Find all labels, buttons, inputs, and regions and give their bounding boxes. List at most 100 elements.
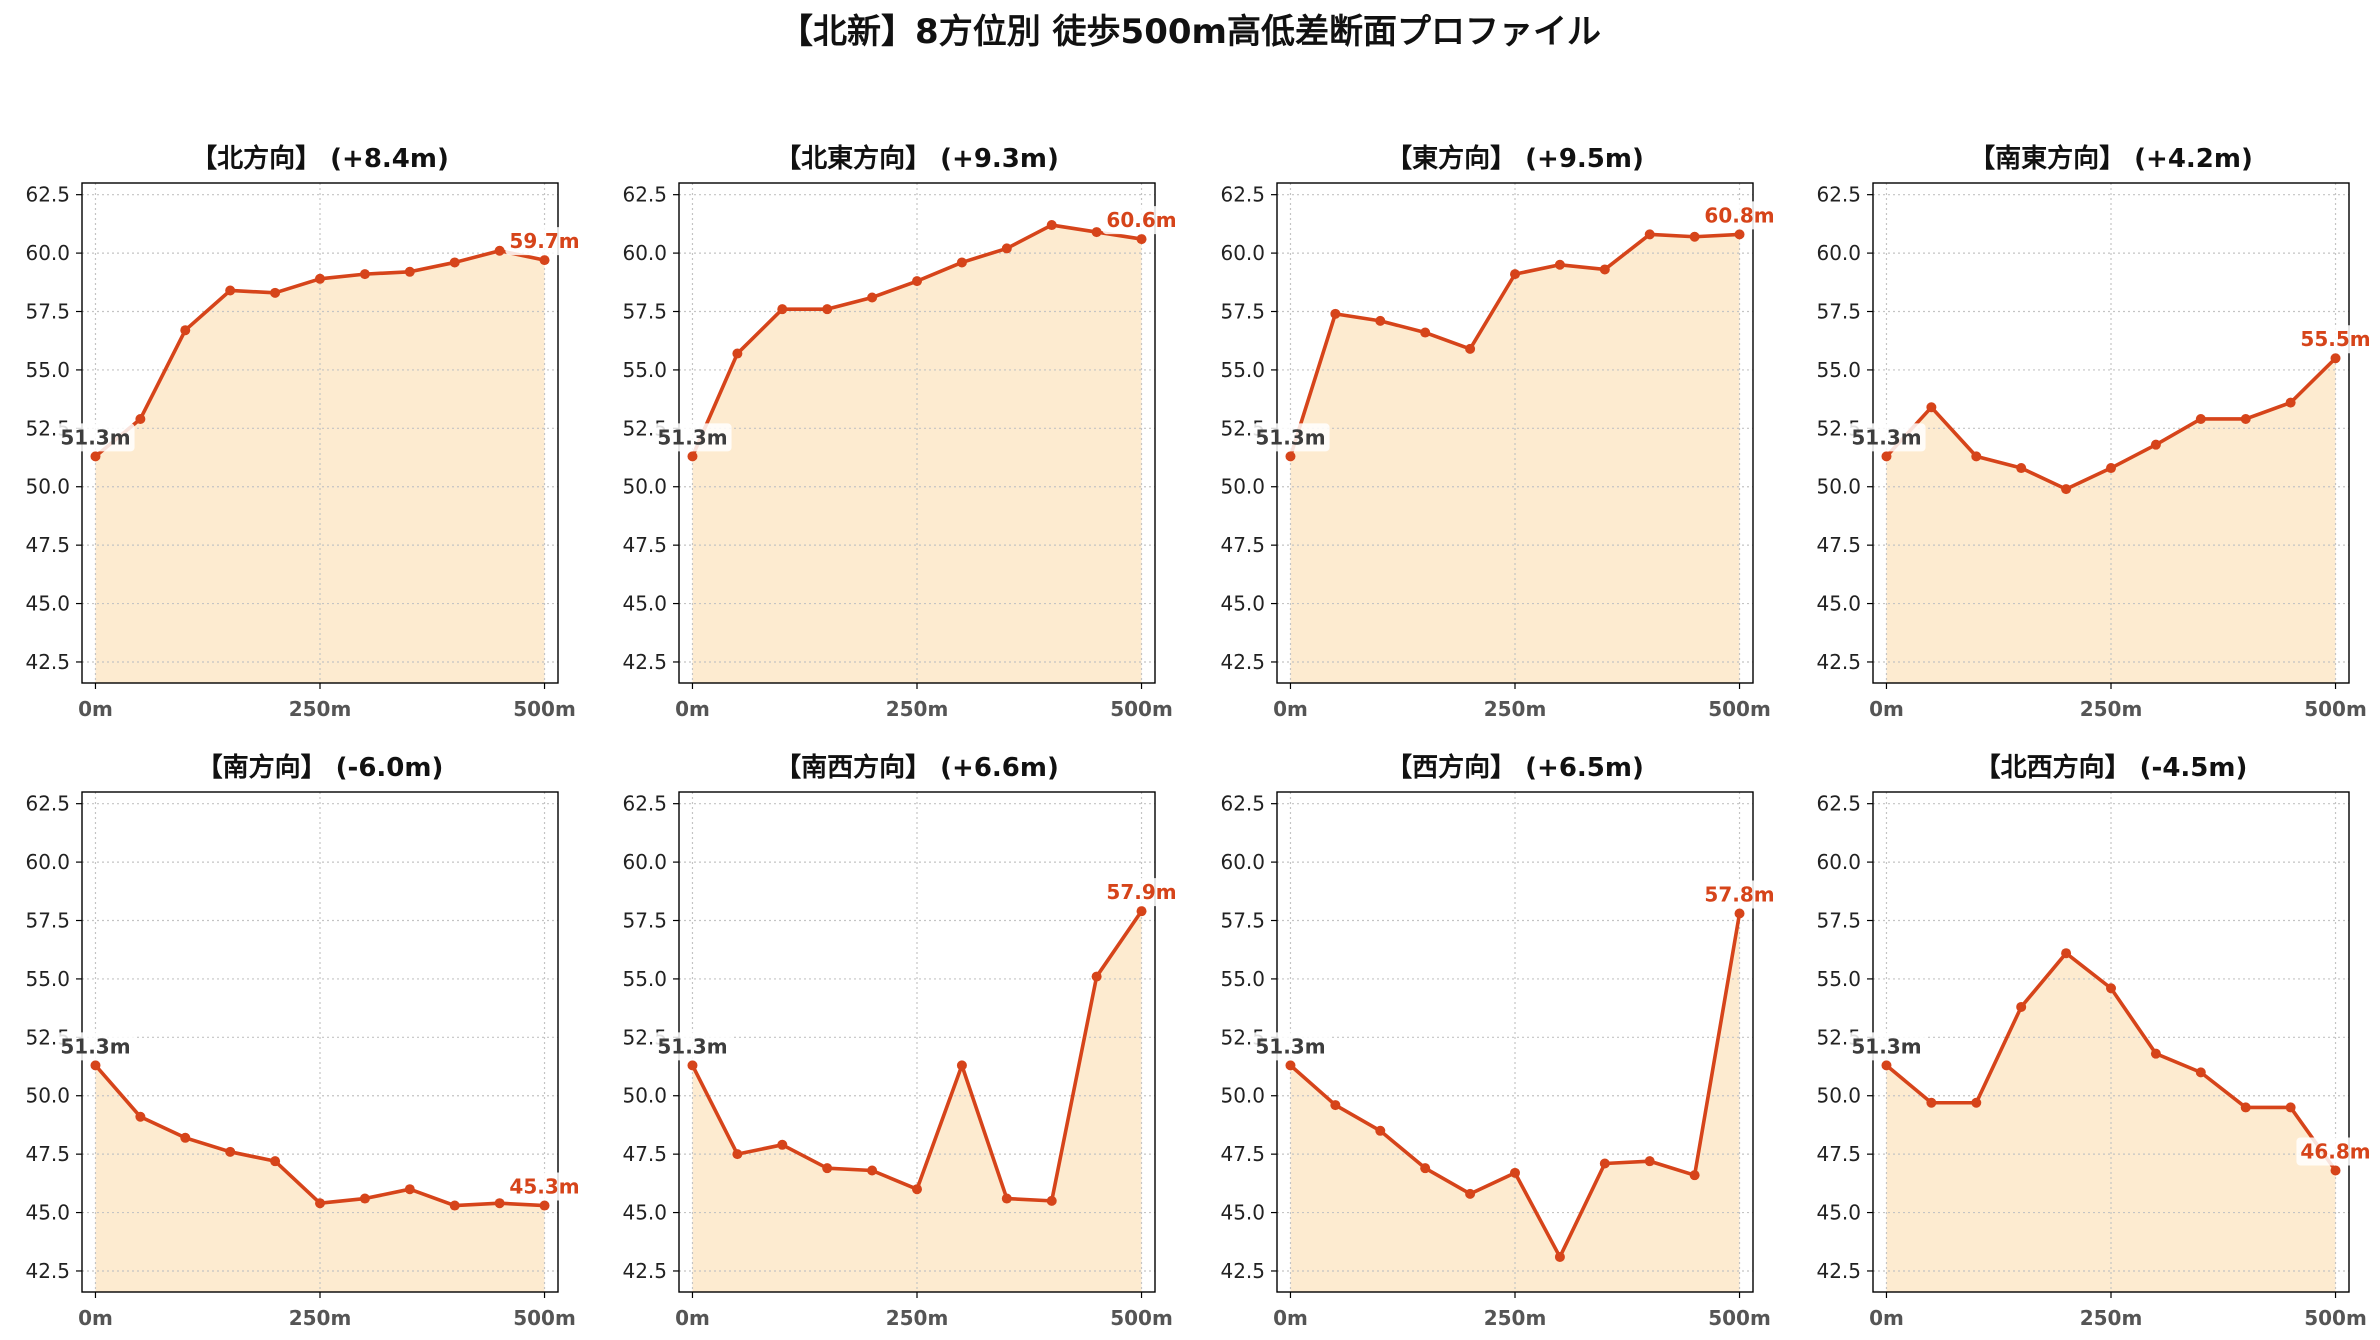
subplot-title: 【西方向】 (+6.5m)	[1386, 752, 1644, 783]
area-fill	[95, 250, 545, 683]
y-tick-label: 50.0	[1220, 475, 1265, 499]
data-point	[135, 1111, 146, 1122]
end-label-box	[2296, 1137, 2375, 1166]
area-fill	[692, 911, 1142, 1292]
subplot-7: 42.545.047.550.052.555.057.560.062.50m 25…	[1220, 752, 1779, 1330]
x-tick-label: 0m	[675, 1306, 710, 1330]
y-tick-label: 60.0	[25, 241, 70, 265]
start-label: 51.3m	[657, 425, 727, 449]
end-label-box	[2296, 325, 2375, 354]
subplot-3: 42.545.047.550.052.555.057.560.062.50m 25…	[1220, 143, 1779, 721]
data-point	[180, 1132, 191, 1143]
y-tick-label: 42.5	[1220, 1259, 1265, 1283]
data-point	[90, 1060, 101, 1071]
y-tick-label: 45.0	[622, 1201, 667, 1225]
x-tick-label: 500m	[1110, 697, 1173, 721]
subplot-2: 42.545.047.550.052.555.057.560.062.50m 25…	[622, 143, 1181, 721]
subplot-4: 42.545.047.550.052.555.057.560.062.50m 25…	[1816, 143, 2375, 721]
subplot-title: 【南方向】 (-6.0m)	[197, 752, 444, 783]
y-tick-label: 62.5	[1220, 792, 1265, 816]
data-point	[1971, 1097, 1982, 1108]
x-tick-label: 500m	[513, 697, 576, 721]
start-label-box	[653, 423, 732, 452]
data-point	[1465, 343, 1476, 354]
x-tick-label: 250m	[2080, 1306, 2143, 1330]
data-point	[1926, 402, 1937, 413]
end-label-box	[1102, 878, 1181, 907]
end-label: 57.8m	[1704, 882, 1774, 906]
data-point	[539, 255, 550, 266]
end-label: 45.3m	[509, 1175, 579, 1199]
data-point	[1330, 308, 1341, 319]
data-point	[135, 413, 146, 424]
start-label-box	[653, 1032, 732, 1061]
end-label: 57.9m	[1106, 880, 1176, 904]
y-tick-label: 47.5	[622, 1142, 667, 1166]
y-tick-label: 55.0	[1816, 358, 1861, 382]
data-point	[822, 304, 833, 315]
y-tick-label: 57.5	[1816, 909, 1861, 933]
end-label: 59.7m	[509, 229, 579, 253]
data-point	[1046, 1195, 1057, 1206]
data-point	[1510, 269, 1520, 280]
data-point	[912, 1184, 922, 1195]
data-point	[2061, 484, 2072, 495]
x-tick-label: 500m	[2304, 697, 2367, 721]
data-point	[912, 276, 922, 287]
y-tick-label: 55.0	[25, 967, 70, 991]
y-tick-label: 47.5	[1220, 1142, 1265, 1166]
end-label-box	[1102, 206, 1181, 235]
data-point	[270, 1156, 281, 1167]
y-tick-label: 47.5	[1816, 1142, 1861, 1166]
x-tick-label: 0m	[1273, 1306, 1308, 1330]
data-point	[2016, 1001, 2027, 1012]
y-tick-label: 47.5	[622, 533, 667, 557]
end-label: 60.8m	[1704, 203, 1774, 227]
data-point	[494, 1198, 505, 1209]
data-point	[822, 1163, 833, 1174]
y-tick-label: 62.5	[25, 792, 70, 816]
data-point	[404, 1184, 415, 1195]
y-tick-label: 60.0	[1220, 241, 1265, 265]
y-tick-label: 50.0	[25, 475, 70, 499]
y-tick-label: 42.5	[1816, 1259, 1861, 1283]
y-tick-label: 55.0	[1220, 967, 1265, 991]
end-label-box	[505, 227, 584, 256]
data-point	[359, 269, 370, 280]
start-label: 51.3m	[60, 1034, 130, 1058]
data-point	[1091, 227, 1102, 238]
data-point	[687, 451, 698, 462]
x-tick-label: 250m	[886, 697, 949, 721]
y-tick-label: 55.0	[1816, 967, 1861, 991]
start-label-box	[1251, 1032, 1330, 1061]
end-label-box	[505, 1172, 584, 1201]
data-point	[956, 1060, 967, 1071]
x-tick-label: 250m	[1484, 697, 1547, 721]
y-tick-label: 42.5	[25, 650, 70, 674]
end-label-box	[1700, 201, 1779, 230]
x-tick-label: 0m	[1869, 697, 1904, 721]
data-point	[2195, 413, 2206, 424]
x-tick-label: 250m	[289, 697, 352, 721]
data-point	[1420, 1163, 1431, 1174]
data-point	[225, 1146, 236, 1157]
y-tick-label: 57.5	[1220, 909, 1265, 933]
data-point	[1375, 1125, 1386, 1136]
end-label: 55.5m	[2300, 327, 2370, 351]
y-tick-label: 45.0	[1816, 592, 1861, 616]
x-tick-label: 250m	[886, 1306, 949, 1330]
y-tick-label: 57.5	[1816, 300, 1861, 324]
y-tick-label: 50.0	[25, 1084, 70, 1108]
start-label: 51.3m	[60, 425, 130, 449]
y-tick-label: 62.5	[622, 183, 667, 207]
data-point	[732, 348, 743, 359]
data-point	[2240, 1102, 2251, 1113]
subplot-title: 【南西方向】 (+6.6m)	[775, 752, 1059, 783]
y-tick-label: 60.0	[25, 850, 70, 874]
y-tick-label: 47.5	[25, 533, 70, 557]
y-tick-label: 55.0	[622, 967, 667, 991]
start-label: 51.3m	[1851, 1034, 1921, 1058]
data-point	[180, 325, 191, 336]
y-tick-label: 42.5	[1220, 650, 1265, 674]
